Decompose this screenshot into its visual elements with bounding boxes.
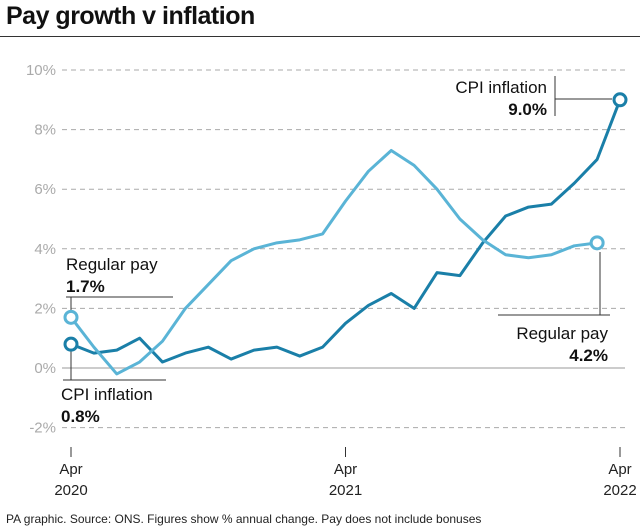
- y-tick-label: 0%: [34, 360, 56, 377]
- x-tick-label: 2021: [329, 482, 362, 499]
- x-tick-label: Apr: [608, 461, 631, 478]
- annotation-label: Regular pay: [66, 255, 158, 274]
- x-tick-label: Apr: [334, 461, 357, 478]
- y-tick-label: 8%: [34, 122, 56, 139]
- y-tick-label: 10%: [26, 62, 56, 79]
- x-tick-label: 2022: [603, 482, 636, 499]
- annotation-label: CPI inflation: [455, 78, 547, 97]
- series-endpoint-marker: [612, 92, 628, 108]
- annotation-label: Regular pay: [516, 324, 608, 343]
- series-endpoint-marker: [63, 336, 79, 352]
- y-tick-label: 4%: [34, 241, 56, 258]
- series-line-cpi-inflation: [70, 99, 622, 364]
- annotation-value: 4.2%: [569, 346, 608, 365]
- x-tick-label: 2020: [54, 482, 87, 499]
- series-endpoint-marker: [63, 309, 79, 325]
- source-footer: PA graphic. Source: ONS. Figures show % …: [6, 512, 482, 526]
- y-tick-label: 2%: [34, 300, 56, 317]
- series-endpoint-marker: [589, 235, 605, 251]
- title-divider: [0, 36, 640, 37]
- series-line-regular-pay: [69, 148, 598, 376]
- chart-title: Pay growth v inflation: [6, 2, 255, 30]
- x-tick-label: Apr: [59, 461, 82, 478]
- annotation-value: 0.8%: [61, 407, 100, 426]
- annotation-value: 9.0%: [508, 100, 547, 119]
- y-tick-label: -2%: [29, 420, 56, 437]
- annotation-value: 1.7%: [66, 277, 105, 296]
- annotation-label: CPI inflation: [61, 385, 153, 404]
- y-tick-label: 6%: [34, 181, 56, 198]
